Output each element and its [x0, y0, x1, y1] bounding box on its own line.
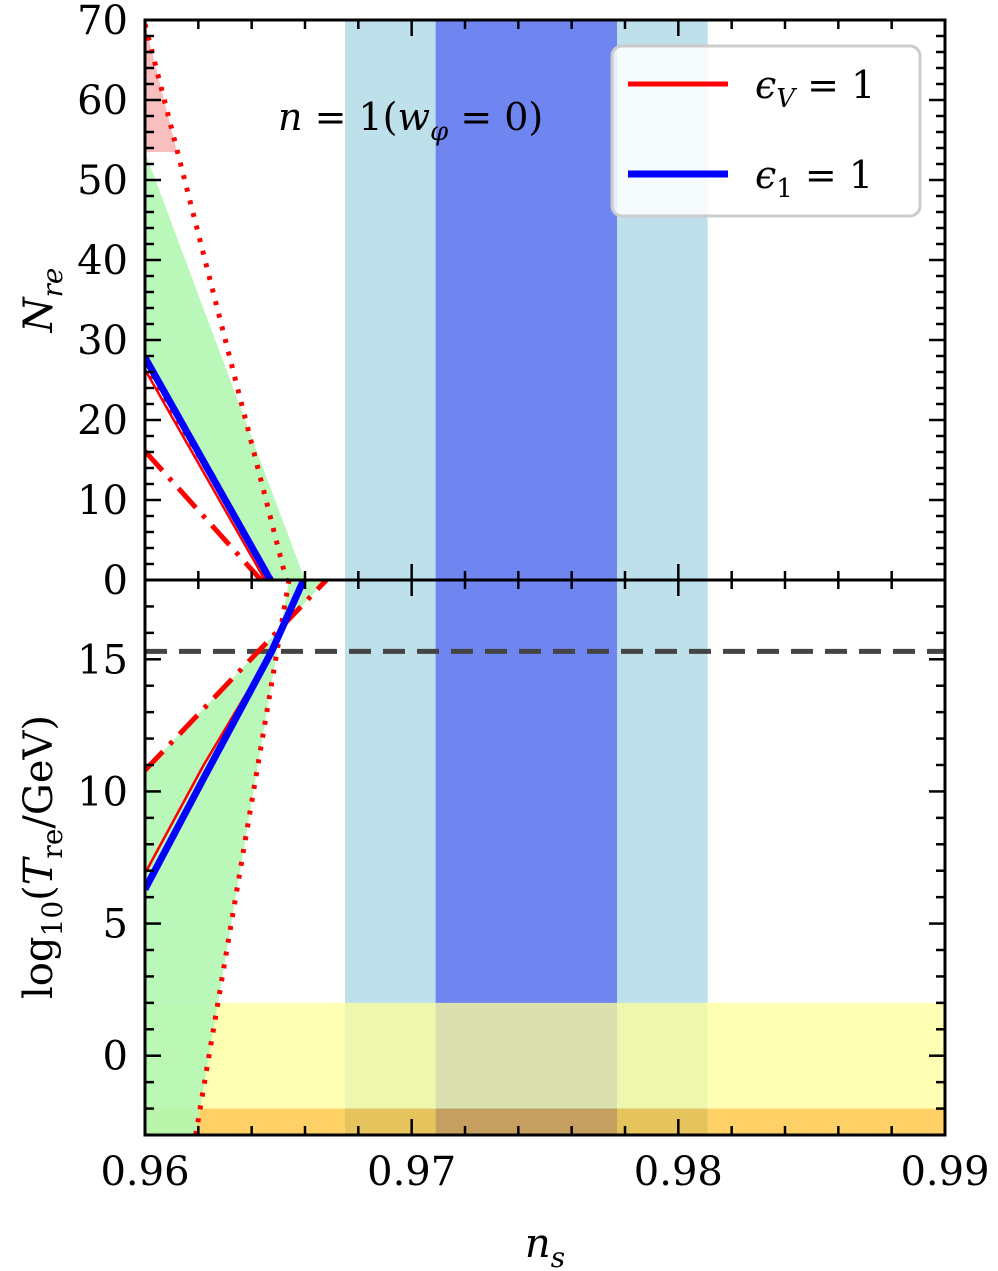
legend: ϵV = 1 ϵ1 = 1 [610, 44, 922, 218]
x-axis-title: ns [525, 1221, 565, 1271]
annotation-text: n = 1(wφ = 0) [278, 95, 543, 147]
bottom-panel: 0 5 10 15 [77, 578, 947, 1137]
series-dotted-0 [193, 580, 292, 1135]
bottom-panel-frame [143, 578, 947, 1137]
y-tick-label: 20 [77, 398, 128, 444]
x-tick-label: 0.98 [634, 1149, 723, 1195]
bottom-y-axis-title: log10(Tre/GeV) [16, 715, 69, 999]
series-solid-3 [145, 368, 267, 580]
x-tick-label: 0.99 [900, 1149, 989, 1195]
y-tick-label: 5 [103, 902, 128, 948]
y-tick-label: 0 [103, 558, 128, 604]
allowed-region-0 [145, 152, 305, 580]
series-dotted-0 [145, 23, 289, 580]
allowed-region-0 [145, 580, 327, 1135]
temperature-band-0 [145, 1002, 945, 1109]
series-solid-3 [145, 580, 307, 891]
y-tick-label: 40 [77, 238, 128, 284]
temperature-band-1 [145, 1108, 945, 1135]
ns-band-1 [435, 20, 617, 580]
y-tick-label: 15 [77, 637, 128, 683]
y-tick-label: 50 [77, 158, 128, 204]
legend-label-epsilon-1: ϵ1 = 1 [755, 153, 873, 204]
series-dashdot-2 [145, 449, 263, 580]
y-tick-label: 0 [103, 1034, 128, 1080]
y-tick-label: 10 [77, 478, 128, 524]
top-panel: 0 10 20 30 40 50 60 70 n = 1(wφ = 0) ϵV = 1 ϵ1 … [77, 0, 947, 604]
y-tick-label: 70 [77, 0, 128, 44]
x-tick-label: 0.96 [100, 1149, 189, 1195]
legend-label-epsilon-v: ϵV = 1 [755, 63, 875, 114]
top-y-axis-title: Nre [16, 268, 69, 334]
y-tick-label: 60 [77, 78, 128, 124]
x-tick-label: 0.97 [367, 1149, 456, 1195]
series-dashdot-1 [145, 580, 329, 773]
y-tick-label: 10 [77, 769, 128, 815]
series-solid-4 [145, 355, 274, 580]
y-tick-label: 30 [77, 318, 128, 364]
